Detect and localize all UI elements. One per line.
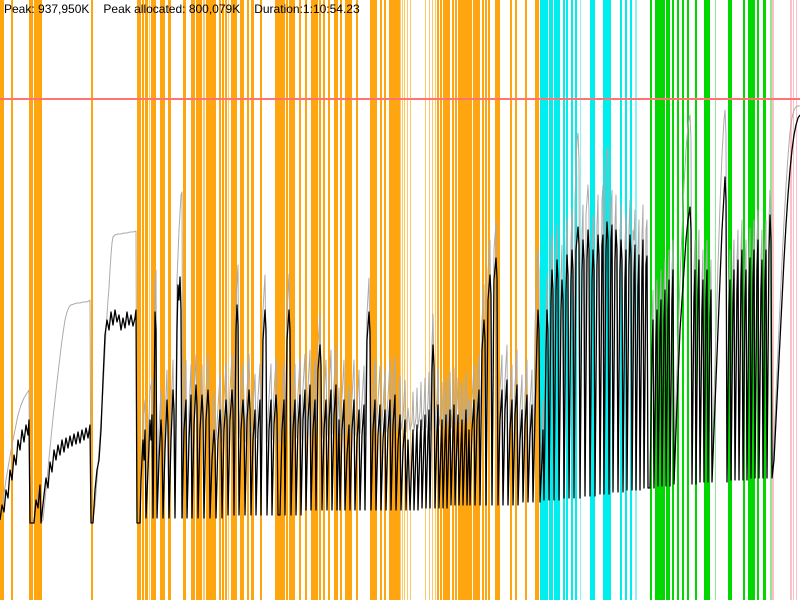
gc-event-bar-green	[687, 0, 689, 600]
gc-event-bar-orange	[328, 0, 330, 600]
gc-event-bar-green	[695, 0, 697, 600]
gc-event-bar-orange	[251, 0, 254, 600]
gc-event-bar-green	[748, 0, 755, 600]
gc-event-bar-orange	[137, 0, 141, 600]
gc-event-bar-light_orange	[432, 0, 433, 600]
gc-event-bar-green	[677, 0, 679, 600]
heap-allocated-envelope-line	[0, 105, 800, 524]
gc-event-bar-orange	[222, 0, 224, 600]
gc-event-bar-orange	[380, 0, 382, 600]
gc-event-bar-green	[743, 0, 745, 600]
gc-event-bar-orange	[160, 0, 165, 600]
gc-event-bar-orange	[305, 0, 307, 600]
gc-event-bar-cyan	[540, 0, 548, 600]
gc-event-bar-cyan	[620, 0, 622, 600]
gc-event-bar-orange	[510, 0, 512, 600]
gc-event-bar-orange	[334, 0, 338, 600]
gc-event-bar-orange	[260, 0, 262, 600]
gc-event-bar-orange	[535, 0, 539, 600]
gc-event-bar-pink	[772, 0, 774, 600]
gc-event-bar-orange	[145, 0, 148, 600]
gc-event-bar-light_orange	[425, 0, 426, 600]
gc-event-bar-orange	[455, 0, 457, 600]
gc-event-bar-light_orange	[203, 0, 205, 600]
gc-event-bar-cyan	[566, 0, 568, 600]
duration-value: 1:10:54.23	[302, 2, 360, 16]
gc-event-bar-light_cyan	[635, 0, 637, 600]
gc-event-bar-orange	[345, 0, 352, 600]
gc-event-bar-orange	[525, 0, 527, 600]
gc-event-bar-orange	[34, 0, 42, 600]
gc-event-bar-orange	[151, 0, 156, 600]
gc-event-bar-light_cyan	[580, 0, 581, 600]
gc-event-bar-cyan	[571, 0, 573, 600]
gc-event-bar-light_orange	[435, 0, 436, 600]
gc-event-bar-pink	[790, 0, 792, 600]
gc-event-bar-orange	[323, 0, 325, 600]
duration-label: Duration:	[254, 2, 303, 16]
gc-event-bar-orange	[142, 0, 144, 600]
gc-event-bar-orange	[340, 0, 342, 600]
gc-event-bar-orange	[485, 0, 487, 600]
gc-event-bar-light_orange	[429, 0, 430, 600]
peak-label: Peak:	[4, 2, 35, 16]
peak-allocated-label: Peak allocated:	[103, 2, 186, 16]
gc-event-bar-orange	[191, 0, 195, 600]
gc-event-bar-light_orange	[410, 0, 411, 600]
gc-event-bar-orange	[225, 0, 227, 600]
gc-event-bar-light_orange	[402, 0, 403, 600]
gc-event-bar-orange	[389, 0, 400, 600]
gc-event-bar-orange	[196, 0, 202, 600]
gc-event-bar-green	[682, 0, 684, 600]
heap-used-line	[0, 114, 800, 524]
gc-event-bar-orange	[356, 0, 358, 600]
gc-event-bar-orange	[247, 0, 249, 600]
gc-event-bar-orange	[240, 0, 244, 600]
gc-event-bar-pink	[793, 0, 794, 600]
gc-event-bar-pink	[796, 0, 797, 600]
gc-event-bar-orange	[443, 0, 450, 600]
gc-event-bar-orange	[299, 0, 301, 600]
peak-value: 937,950K	[38, 2, 90, 16]
gc-event-bar-orange	[384, 0, 386, 600]
gc-event-bar-orange	[437, 0, 439, 600]
gc-event-bar-orange	[452, 0, 454, 600]
gc-event-bar-orange	[275, 0, 285, 600]
gc-event-bar-orange	[473, 0, 480, 600]
gc-event-bar-orange	[488, 0, 490, 600]
gc-event-bar-orange	[440, 0, 442, 600]
gc-event-bar-light_orange	[228, 0, 229, 600]
gc-event-bar-light_green	[715, 0, 716, 600]
gc-event-bar-orange	[311, 0, 318, 600]
gc-event-bar-light_orange	[407, 0, 408, 600]
gc-event-bar-green	[650, 0, 652, 600]
gc-event-bar-orange	[206, 0, 216, 600]
gc-event-bar-orange	[289, 0, 295, 600]
gc-event-bar-light_orange	[149, 0, 150, 600]
gc-event-bar-orange	[231, 0, 237, 600]
peak-allocated-value: 800,079K	[188, 2, 241, 16]
gc-event-bar-orange	[0, 0, 4, 600]
gc-event-bar-cyan	[563, 0, 565, 600]
gc-event-bar-orange	[183, 0, 186, 600]
gc-event-bar-cyan	[590, 0, 595, 600]
gc-event-bar-orange	[515, 0, 517, 600]
gc-event-bar-light_orange	[400, 0, 401, 600]
gc-event-bar-orange	[168, 0, 171, 600]
gc-event-bar-orange	[29, 0, 33, 600]
gc-event-bar-orange	[370, 0, 377, 600]
gc-event-bar-orange	[458, 0, 472, 600]
gc-event-bar-cyan	[554, 0, 560, 600]
gc-event-bar-orange	[286, 0, 288, 600]
gc-event-bar-orange	[11, 0, 13, 600]
gc-event-bar-orange	[219, 0, 221, 600]
status-bar: Peak: 937,950K Peak allocated: 800,079K Du…	[4, 2, 360, 17]
gc-event-bar-light_orange	[404, 0, 405, 600]
gc-event-bar-cyan	[603, 0, 611, 600]
gc-event-bar-orange	[319, 0, 321, 600]
gc-event-bar-orange	[91, 0, 93, 600]
